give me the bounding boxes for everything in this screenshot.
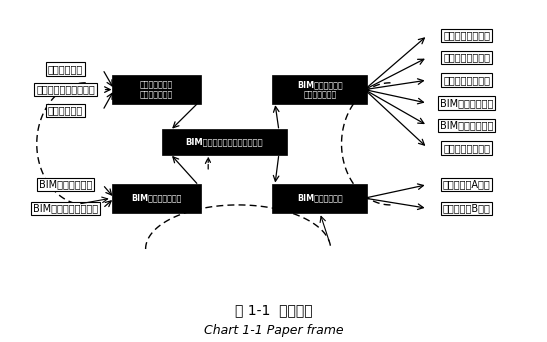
Text: 回顾企业经营战略: 回顾企业经营战略 [443, 30, 490, 40]
Text: BIM应用实证研究: BIM应用实证研究 [297, 194, 342, 203]
Text: Chart 1-1 Paper frame: Chart 1-1 Paper frame [203, 324, 344, 337]
Text: BIM与项目管理信息化: BIM与项目管理信息化 [33, 203, 98, 213]
FancyBboxPatch shape [112, 184, 201, 213]
Text: BIM组织架构设计: BIM组织架构设计 [440, 98, 493, 108]
Text: 推广实施变革管理: 推广实施变革管理 [443, 143, 490, 153]
FancyBboxPatch shape [112, 75, 201, 104]
Text: 未来发展趋势: 未来发展趋势 [48, 106, 83, 116]
FancyBboxPatch shape [272, 75, 368, 104]
Text: BIM应用于房地产
项目管理信息化: BIM应用于房地产 项目管理信息化 [297, 80, 342, 99]
Text: BIM应用于房产项目管理信息化: BIM应用于房产项目管理信息化 [186, 138, 263, 147]
Text: 应用于国内A公司: 应用于国内A公司 [443, 180, 491, 189]
Text: BIM技术研究与分析: BIM技术研究与分析 [131, 194, 182, 203]
Text: 目前管理问题诊断: 目前管理问题诊断 [443, 75, 490, 85]
Text: 图 1-1  论文框架: 图 1-1 论文框架 [235, 303, 312, 317]
Text: 应用于国外B公司: 应用于国外B公司 [443, 203, 491, 213]
Text: 项目管理现状: 项目管理现状 [48, 64, 83, 74]
Text: 现有组织架构分析: 现有组织架构分析 [443, 52, 490, 62]
Text: BIM介绍以及分析: BIM介绍以及分析 [39, 180, 92, 189]
Text: 房地产项目管理信息化: 房地产项目管理信息化 [36, 84, 95, 95]
FancyBboxPatch shape [272, 184, 368, 213]
FancyBboxPatch shape [162, 129, 287, 155]
Text: 房地产项目管理
信息化现状分析: 房地产项目管理 信息化现状分析 [140, 80, 173, 99]
Text: BIM运营流程设计: BIM运营流程设计 [440, 120, 493, 131]
